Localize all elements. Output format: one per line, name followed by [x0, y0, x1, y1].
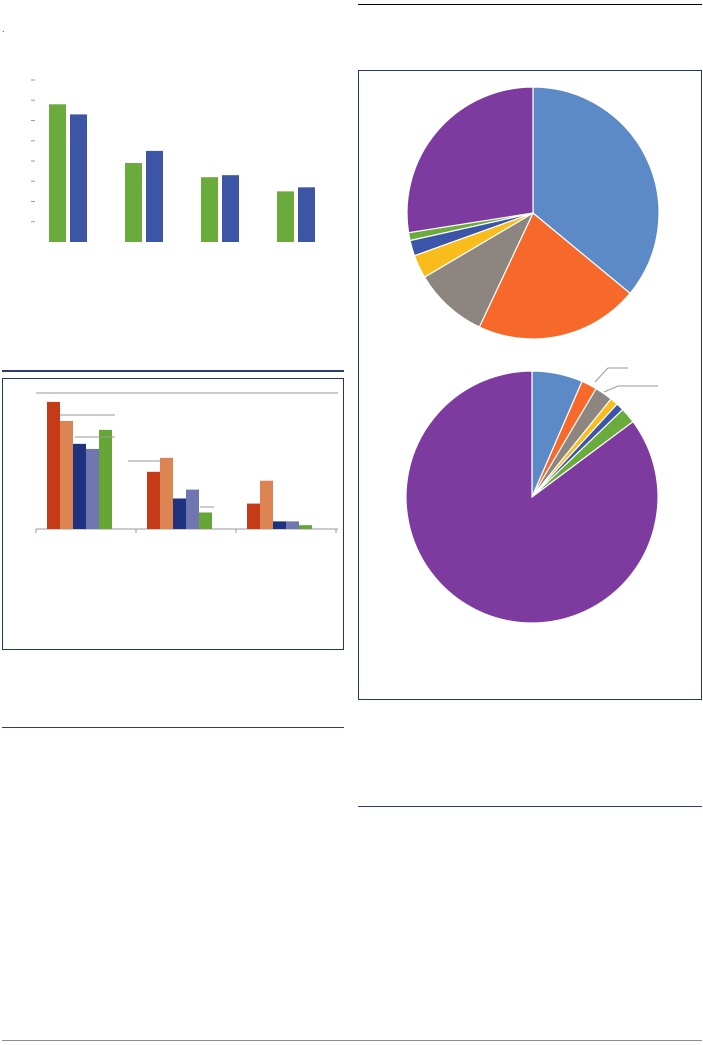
bar-s1-c1 — [146, 150, 163, 242]
bar-s4-c1 — [199, 512, 212, 529]
pie-slice-6 — [406, 86, 534, 234]
section-rule-left-1 — [2, 370, 344, 372]
corner-mark: . — [2, 24, 5, 34]
bar-s2-c2 — [273, 521, 286, 529]
bar-s3-c1 — [186, 489, 199, 529]
pie-leader-1 — [603, 385, 658, 393]
pie-leader-0 — [594, 367, 628, 383]
bar-chart-middle-left — [35, 392, 338, 533]
bar-s2-c1 — [173, 498, 186, 529]
pie-slice-1 — [478, 212, 631, 340]
bar-s1-c2 — [260, 480, 273, 529]
bar-s1-c2 — [222, 175, 239, 242]
pie-chart-top — [406, 86, 660, 340]
bar-s3-c2 — [286, 521, 299, 529]
bar-s0-c2 — [247, 503, 260, 529]
bar-s1-c1 — [160, 457, 173, 529]
pie-slice-0 — [532, 86, 660, 295]
bar-s3-c0 — [86, 448, 99, 529]
section-rule-left-2 — [2, 727, 344, 728]
bar-s0-c1 — [125, 163, 142, 242]
bar-s0-c3 — [277, 191, 294, 242]
top-rule-right — [358, 4, 702, 5]
bar-chart-frame — [2, 378, 344, 650]
bar-s0-c0 — [47, 401, 60, 529]
bar-s0-c1 — [147, 471, 160, 529]
pie-chart-frame — [358, 70, 702, 700]
bar-s1-c0 — [60, 420, 73, 529]
bar-s4-c0 — [99, 429, 112, 529]
footer-rule — [2, 1040, 702, 1041]
bar-chart-top-left — [31, 79, 315, 242]
bar-s2-c0 — [73, 443, 86, 529]
section-rule-right — [358, 806, 702, 807]
pie-slice-2 — [423, 211, 535, 328]
bar-s0-c0 — [49, 104, 66, 242]
bar-s1-c0 — [70, 114, 87, 242]
pie-slice-6 — [405, 370, 659, 624]
bar-s0-c2 — [201, 177, 218, 242]
pie-chart-bottom — [405, 367, 659, 624]
bar-s1-c3 — [298, 187, 315, 242]
bar-s4-c2 — [299, 525, 312, 529]
